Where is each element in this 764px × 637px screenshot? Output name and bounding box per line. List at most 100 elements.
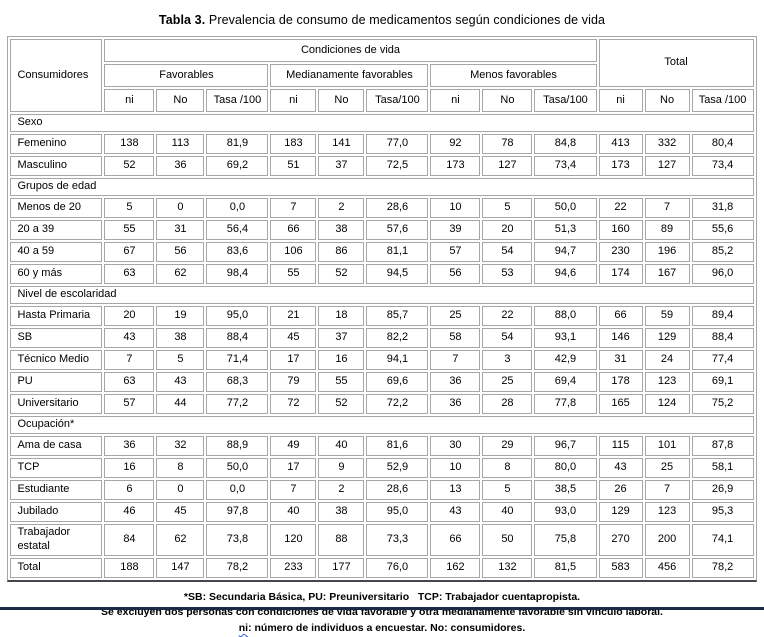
- data-cell: 94,1: [366, 350, 429, 370]
- header-consumidores: Consumidores: [10, 39, 103, 112]
- data-cell: 0,0: [206, 480, 269, 500]
- data-cell: 42,9: [534, 350, 597, 370]
- row-label: Jubilado: [10, 502, 103, 522]
- data-cell: 86: [318, 242, 365, 262]
- data-cell: 113: [156, 134, 205, 154]
- data-cell: 93,0: [534, 502, 597, 522]
- data-cell: 55: [270, 264, 317, 284]
- data-cell: 73,8: [206, 524, 269, 556]
- data-cell: 56: [430, 264, 481, 284]
- data-cell: 19: [156, 306, 205, 326]
- data-cell: 0,0: [206, 198, 269, 218]
- data-cell: 73,4: [691, 156, 754, 176]
- data-cell: 146: [598, 328, 643, 348]
- data-cell: 87,8: [691, 436, 754, 456]
- data-cell: 127: [644, 156, 690, 176]
- data-cell: 40: [318, 436, 365, 456]
- data-cell: 57: [104, 394, 155, 414]
- data-cell: 89: [644, 220, 690, 240]
- row-label: PU: [10, 372, 103, 392]
- data-cell: 129: [598, 502, 643, 522]
- table-row: Menos de 20 5 0 0,0 7 2 28,6 10 5 50,0 22 7 31,8: [10, 198, 754, 218]
- row-label: 40 a 59: [10, 242, 103, 262]
- data-cell: 51: [270, 156, 317, 176]
- data-cell: 84,8: [534, 134, 597, 154]
- row-label: Universitario: [10, 394, 103, 414]
- data-cell: 115: [598, 436, 643, 456]
- data-cell: 78: [482, 134, 533, 154]
- data-cell: 3: [482, 350, 533, 370]
- data-cell: 178: [598, 372, 643, 392]
- data-cell: 50,0: [534, 198, 597, 218]
- data-cell: 16: [104, 458, 155, 478]
- data-cell: 62: [156, 524, 205, 556]
- section-label: Grupos de edad: [10, 178, 754, 196]
- data-cell: 95,0: [206, 306, 269, 326]
- data-cell: 44: [156, 394, 205, 414]
- row-label: TCP: [10, 458, 103, 478]
- data-cell: 173: [598, 156, 643, 176]
- data-cell: 46: [104, 502, 155, 522]
- data-cell: 0: [156, 480, 205, 500]
- table-row: Técnico Medio 7 5 71,4 17 16 94,1 7 3 42,9 31 24 77,…: [10, 350, 754, 370]
- data-cell: 28,6: [366, 480, 429, 500]
- data-cell: 45: [270, 328, 317, 348]
- data-cell: 95,0: [366, 502, 429, 522]
- row-label: Total: [10, 557, 103, 578]
- data-cell: 80,4: [691, 134, 754, 154]
- data-cell: 25: [430, 306, 481, 326]
- data-cell: 8: [156, 458, 205, 478]
- row-label: 20 a 39: [10, 220, 103, 240]
- header-medianamente-favorables: Medianamente favorables: [270, 64, 429, 87]
- section-row: Sexo: [10, 114, 754, 132]
- section-row: Nivel de escolaridad: [10, 286, 754, 304]
- data-cell: 32: [156, 436, 205, 456]
- section-label: Sexo: [10, 114, 754, 132]
- window-bottom-edge: [0, 607, 764, 610]
- data-cell: 96,7: [534, 436, 597, 456]
- row-label: Ama de casa: [10, 436, 103, 456]
- data-cell: 101: [644, 436, 690, 456]
- table-row: Jubilado 46 45 97,8 40 38 95,0 43 40 93,0 129 123 95…: [10, 502, 754, 522]
- data-cell: 55,6: [691, 220, 754, 240]
- row-label: Trabajador estatal: [10, 524, 103, 556]
- data-cell: 55: [104, 220, 155, 240]
- row-label: Estudiante: [10, 480, 103, 500]
- data-cell: 127: [482, 156, 533, 176]
- data-cell: 233: [270, 557, 317, 578]
- data-cell: 129: [644, 328, 690, 348]
- data-cell: 9: [318, 458, 365, 478]
- data-cell: 38: [318, 220, 365, 240]
- row-label: Masculino: [10, 156, 103, 176]
- data-cell: 72,2: [366, 394, 429, 414]
- data-cell: 72: [270, 394, 317, 414]
- data-cell: 57: [430, 242, 481, 262]
- data-cell: 52,9: [366, 458, 429, 478]
- data-cell: 10: [430, 458, 481, 478]
- data-cell: 63: [104, 372, 155, 392]
- data-cell: 2: [318, 198, 365, 218]
- col-header-tasa: Tasa/100: [534, 89, 597, 112]
- data-cell: 456: [644, 557, 690, 578]
- data-cell: 88,4: [691, 328, 754, 348]
- data-cell: 7: [270, 480, 317, 500]
- data-cell: 85,7: [366, 306, 429, 326]
- section-row: Grupos de edad: [10, 178, 754, 196]
- table-row: TCP 16 8 50,0 17 9 52,9 10 8 80,0 43 25 58,1: [10, 458, 754, 478]
- table-row: Femenino 138 113 81,9 183 141 77,0 92 78 84,8 413 3…: [10, 134, 754, 154]
- data-cell: 84: [104, 524, 155, 556]
- data-cell: 66: [598, 306, 643, 326]
- data-cell: 413: [598, 134, 643, 154]
- data-cell: 49: [270, 436, 317, 456]
- section-label: Ocupación*: [10, 416, 754, 434]
- data-cell: 58,1: [691, 458, 754, 478]
- data-cell: 196: [644, 242, 690, 262]
- table-row: SB 43 38 88,4 45 37 82,2 58 54 93,1 146 129 88,4: [10, 328, 754, 348]
- data-cell: 85,2: [691, 242, 754, 262]
- data-cell: 141: [318, 134, 365, 154]
- data-cell: 5: [156, 350, 205, 370]
- table-title-label: Tabla 3.: [158, 13, 206, 27]
- data-cell: 69,6: [366, 372, 429, 392]
- data-cell: 98,4: [206, 264, 269, 284]
- col-header-no: No: [318, 89, 365, 112]
